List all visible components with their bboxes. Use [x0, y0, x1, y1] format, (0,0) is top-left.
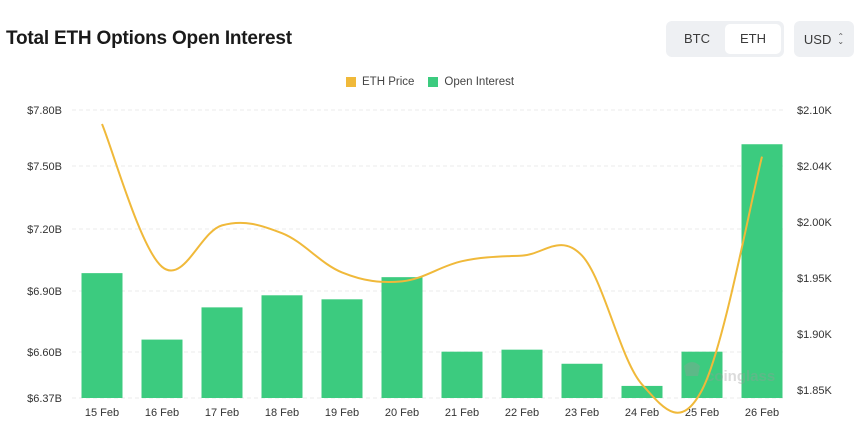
x-axis-tick: 24 Feb — [625, 407, 659, 419]
x-axis-tick: 19 Feb — [325, 407, 359, 419]
legend-label: Open Interest — [444, 76, 515, 88]
eth-price-swatch-icon — [346, 77, 356, 87]
btc-toggle-button[interactable]: BTC — [684, 31, 710, 46]
left-axis-tick: $7.20B — [27, 224, 62, 236]
open-interest-bar[interactable] — [621, 385, 663, 398]
right-axis-tick: $2.10K — [797, 105, 833, 117]
x-axis-tick: 23 Feb — [565, 407, 599, 419]
x-axis-tick: 16 Feb — [145, 407, 179, 419]
open-interest-bar[interactable] — [381, 277, 423, 398]
page-title: Total ETH Options Open Interest — [6, 28, 292, 49]
right-axis-tick: $2.00K — [797, 217, 833, 229]
asset-toggle: BTC ETH — [666, 21, 784, 57]
open-interest-bar[interactable] — [321, 299, 363, 398]
right-axis-tick: $1.85K — [797, 385, 833, 397]
left-axis-tick: $6.90B — [27, 286, 62, 298]
left-axis-tick: $6.60B — [27, 347, 62, 359]
open-interest-swatch-icon — [428, 77, 439, 87]
open-interest-bar[interactable] — [441, 351, 483, 398]
right-axis-tick: $2.04K — [797, 161, 833, 173]
open-interest-bar[interactable] — [261, 295, 303, 398]
currency-select[interactable]: USD ⌃ ⌄ — [794, 21, 854, 57]
open-interest-bar[interactable] — [141, 339, 183, 398]
chart-legend: ETH Price Open Interest — [346, 76, 514, 88]
legend-item-open-interest[interactable]: Open Interest — [428, 76, 514, 88]
open-interest-bar[interactable] — [81, 273, 123, 398]
left-axis-tick: $7.80B — [27, 105, 62, 117]
x-axis-tick: 22 Feb — [505, 407, 539, 419]
right-axis-tick: $1.95K — [797, 273, 833, 285]
left-axis-tick: $7.50B — [27, 161, 62, 173]
x-axis-tick: 17 Feb — [205, 407, 239, 419]
currency-value: USD — [803, 31, 832, 47]
x-axis-tick: 18 Feb — [265, 407, 299, 419]
x-axis-tick: 20 Feb — [385, 407, 419, 419]
open-interest-bar[interactable] — [201, 307, 243, 398]
x-axis-tick: 15 Feb — [85, 407, 119, 419]
x-axis-tick: 26 Feb — [745, 407, 779, 419]
right-axis-tick: $1.90K — [797, 329, 833, 341]
open-interest-bar[interactable] — [501, 349, 543, 398]
x-axis-tick: 25 Feb — [685, 407, 719, 419]
coinglass-watermark: coinglass — [684, 362, 775, 385]
svg-text:coinglass: coinglass — [706, 368, 775, 385]
eth-price-line[interactable] — [101, 123, 763, 414]
eth-toggle-button[interactable]: ETH — [725, 24, 781, 54]
legend-item-eth-price[interactable]: ETH Price — [346, 76, 414, 88]
x-axis-tick: 21 Feb — [445, 407, 479, 419]
legend-label: ETH Price — [362, 76, 415, 88]
open-interest-bar[interactable] — [741, 144, 783, 398]
left-axis-tick: $6.37B — [27, 393, 62, 405]
open-interest-bar[interactable] — [561, 363, 603, 398]
chevron-up-down-icon: ⌃ ⌄ — [837, 32, 845, 46]
